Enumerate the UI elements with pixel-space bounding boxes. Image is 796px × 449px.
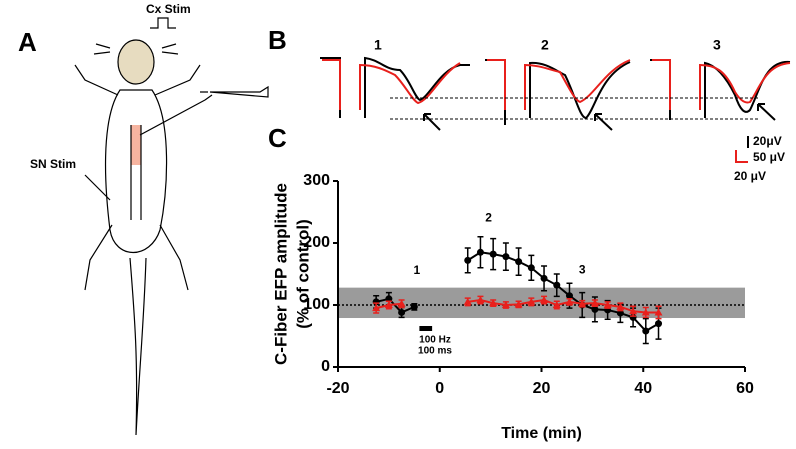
marker (616, 302, 625, 310)
marker (502, 253, 510, 261)
x-tick-label: -20 (326, 380, 349, 397)
marker (565, 297, 574, 305)
marker (655, 320, 663, 328)
chart: 0 100 200 300 -20 0 20 40 60 Time (min) C-Fiber EF… (271, 172, 754, 442)
y-tick-label: 100 (303, 296, 330, 313)
scale-bar (735, 150, 748, 163)
marker (372, 304, 381, 312)
stimulus-label: 100 ms (418, 346, 452, 357)
marker (476, 248, 484, 256)
scale-label: 20 μV (734, 169, 766, 183)
marker (591, 305, 599, 313)
series-line (467, 299, 659, 314)
series-line (375, 297, 415, 314)
marker (603, 301, 612, 308)
scale-label: 20μV (753, 134, 782, 148)
marker (654, 308, 663, 316)
x-tick-label: 0 (435, 380, 444, 397)
marker (527, 264, 535, 272)
stimulus-label: 100 Hz (419, 335, 451, 346)
x-axis-label: Time (min) (501, 425, 582, 442)
marker (553, 281, 561, 289)
marker (501, 301, 510, 308)
marker (578, 299, 587, 307)
stimulus-bar (419, 326, 433, 331)
y-tick-label: 300 (303, 172, 330, 189)
marker (514, 300, 523, 308)
marker (489, 299, 498, 307)
marker (540, 296, 549, 304)
dashed-levels (390, 97, 760, 120)
marker (540, 274, 548, 282)
x-tick-label: 40 (634, 380, 652, 397)
x-tick-label: 60 (736, 380, 754, 397)
traces (320, 56, 791, 125)
marker (515, 258, 523, 266)
marker (489, 250, 497, 258)
annotation: 3 (579, 262, 586, 276)
marker (410, 303, 418, 311)
y-tick-label: 200 (303, 234, 330, 251)
marker (641, 308, 650, 316)
marker (629, 307, 638, 315)
marker (552, 301, 561, 308)
marker (476, 296, 485, 304)
scale-label: 50 μV (753, 150, 785, 164)
panel-label: B (268, 25, 287, 55)
series-line (467, 251, 660, 333)
marker (463, 297, 472, 305)
sn-stim-label: SN Stim (30, 157, 76, 171)
rat-drawing (74, 17, 269, 436)
panel-label: C (268, 123, 287, 153)
marker (527, 297, 536, 305)
marker (590, 299, 599, 307)
y-axis-label: (% of control) (293, 219, 312, 329)
marker (398, 308, 406, 316)
annotation: 1 (414, 263, 421, 277)
x-tick-label: 20 (533, 380, 551, 397)
trace-label: 3 (713, 37, 721, 53)
arrows (423, 103, 776, 131)
y-axis-label: C-Fiber EFP amplitude (271, 183, 290, 365)
marker (642, 327, 650, 335)
trace-label: 1 (374, 37, 382, 53)
marker (565, 292, 573, 300)
marker (384, 301, 393, 308)
cx-stim-label: Cx Stim (146, 2, 191, 16)
trace-label: 2 (541, 37, 549, 53)
marker (397, 299, 406, 307)
annotation: 2 (485, 210, 492, 224)
panel-label: A (18, 27, 37, 57)
y-tick-label: 0 (321, 358, 330, 375)
marker (464, 256, 472, 264)
